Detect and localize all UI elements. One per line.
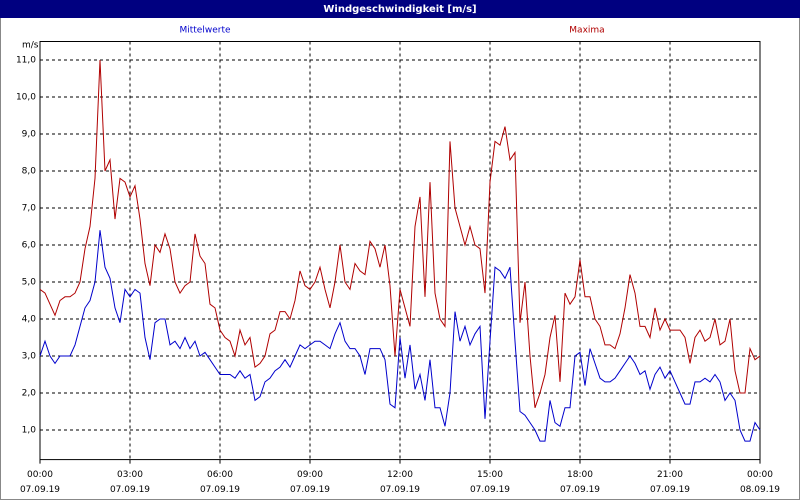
- y-tick-label: 4,0: [22, 315, 37, 325]
- x-tick-date: 07.09.19: [200, 485, 240, 495]
- x-tick-label: 15:00: [477, 470, 503, 480]
- y-tick-label: 8,0: [22, 167, 37, 177]
- x-tick-date: 07.09.19: [650, 485, 690, 495]
- y-tick-label: 5,0: [22, 278, 37, 288]
- x-tick-label: 18:00: [567, 470, 593, 480]
- x-tick-date: 07.09.19: [560, 485, 600, 495]
- chart-title: Windgeschwindigkeit [m/s]: [323, 4, 476, 15]
- y-tick-label: 3,0: [22, 352, 37, 362]
- x-tick-date: 07.09.19: [20, 485, 60, 495]
- x-tick-date: 07.09.19: [470, 485, 510, 495]
- legend-label: Maxima: [569, 26, 604, 36]
- y-tick-label: 11,0: [16, 56, 36, 66]
- legend-label: Mittelwerte: [179, 26, 230, 36]
- y-tick-label: 10,0: [16, 93, 36, 103]
- y-axis-label: m/s: [22, 41, 39, 51]
- x-tick-label: 00:00: [27, 470, 53, 480]
- x-tick-label: 12:00: [387, 470, 413, 480]
- x-tick-date: 08.09.19: [740, 485, 780, 495]
- y-tick-label: 9,0: [22, 130, 37, 140]
- x-tick-label: 09:00: [297, 470, 323, 480]
- x-tick-label: 06:00: [207, 470, 233, 480]
- series-line: [39, 230, 761, 442]
- title-bar: [0, 0, 800, 18]
- x-tick-label: 03:00: [117, 470, 143, 480]
- y-tick-label: 2,0: [22, 389, 37, 399]
- x-tick-label: 00:00: [747, 470, 773, 480]
- x-tick-date: 07.09.19: [290, 485, 330, 495]
- plot-border: [39, 41, 761, 461]
- series-line: [39, 59, 761, 408]
- x-tick-date: 07.09.19: [110, 485, 150, 495]
- y-tick-label: 6,0: [22, 241, 37, 251]
- x-tick-label: 21:00: [657, 470, 683, 480]
- y-tick-label: 1,0: [22, 426, 37, 436]
- x-tick-date: 07.09.19: [380, 485, 420, 495]
- y-tick-label: 7,0: [22, 204, 37, 214]
